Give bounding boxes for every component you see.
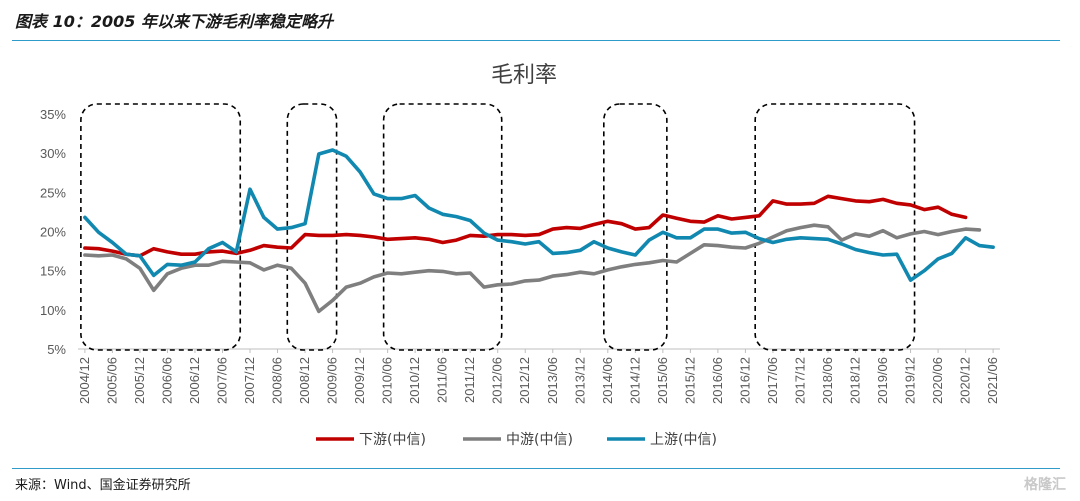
legend-label: 上游(中信) [650, 432, 717, 448]
source-note: 来源：Wind、国金证券研究所 [15, 478, 191, 493]
series-line [83, 223, 982, 314]
x-tick-label: 2009/12 [352, 357, 367, 404]
x-tick-label: 2011/12 [462, 357, 477, 403]
x-tick-label: 2015/12 [682, 357, 697, 404]
highlight-period-box [286, 103, 338, 351]
legend-item: 下游(中信) [316, 432, 426, 448]
x-tick-label: 2007/12 [242, 357, 257, 404]
x-tick-label: 2009/06 [325, 357, 340, 404]
x-tick-label: 2020/12 [958, 357, 973, 404]
x-tick-label: 2014/12 [627, 357, 642, 404]
x-tick-label: 2014/06 [600, 357, 615, 404]
x-tick-label: 2008/12 [297, 357, 312, 404]
x-axis: 2004/12 2005/06 2005/12 2006/06 2006/12 2007/… [77, 348, 1000, 404]
x-tick-label: 2018/06 [820, 357, 835, 404]
x-tick-label: 2016/12 [737, 357, 752, 404]
y-tick-label: 20% [40, 225, 66, 240]
highlight-periods [80, 103, 916, 351]
x-tick-label: 2016/06 [710, 357, 725, 404]
y-tick-label: 35% [40, 107, 66, 122]
legend-item: 中游(中信) [463, 432, 573, 448]
series-lines [83, 148, 995, 314]
figure-title: 图表 10：2005 年以来下游毛利率稳定略升 [15, 12, 333, 31]
legend: 下游(中信) 中游(中信) 上游(中信) [316, 432, 717, 448]
x-tick-label: 2010/12 [407, 357, 422, 404]
x-tick-label: 2010/06 [380, 357, 395, 404]
title-rule [12, 40, 1060, 41]
highlight-period-box [603, 103, 668, 351]
y-tick-label: 15% [40, 264, 66, 279]
x-tick-label: 2021/06 [985, 357, 1000, 404]
x-tick-label: 2005/12 [132, 357, 147, 404]
x-tick-label: 2005/06 [104, 357, 119, 404]
x-tick-label: 2008/06 [270, 357, 285, 404]
y-tick-label: 25% [40, 185, 66, 200]
x-tick-label: 2017/06 [765, 357, 780, 404]
x-tick-label: 2006/06 [159, 357, 174, 404]
x-tick-label: 2013/06 [545, 357, 560, 404]
x-tick-label: 2019/06 [875, 357, 890, 404]
x-tick-label: 2012/12 [517, 357, 532, 404]
x-tick-label: 2012/06 [490, 357, 505, 404]
y-axis: 5% 10% 15% 20% 25% 30% 35% [40, 107, 66, 357]
series-line [83, 148, 995, 282]
highlight-period-box [382, 103, 503, 351]
x-tick-label: 2004/12 [77, 357, 92, 404]
legend-label: 下游(中信) [359, 432, 426, 448]
x-tick-label: 2006/12 [187, 357, 202, 404]
x-tick-label: 2007/06 [214, 357, 229, 404]
x-tick-label: 2011/06 [435, 357, 450, 403]
watermark-logo: 格隆汇 [1024, 477, 1066, 493]
x-tick-label: 2017/12 [792, 357, 807, 404]
legend-label: 中游(中信) [506, 432, 573, 448]
highlight-period-box [80, 103, 242, 351]
x-tick-label: 2018/12 [848, 357, 863, 404]
x-tick-label: 2015/06 [655, 357, 670, 404]
x-tick-label: 2013/12 [572, 357, 587, 404]
x-tick-label: 2020/06 [930, 357, 945, 404]
series-line [83, 194, 968, 258]
x-tick-label: 2019/12 [903, 357, 918, 404]
y-tick-label: 5% [47, 342, 66, 357]
y-tick-label: 10% [40, 303, 66, 318]
chart-title: 毛利率 [491, 63, 557, 88]
highlight-period-box [754, 103, 916, 351]
source-rule [12, 468, 1060, 469]
y-tick-label: 30% [40, 146, 66, 161]
legend-item: 上游(中信) [607, 432, 717, 448]
